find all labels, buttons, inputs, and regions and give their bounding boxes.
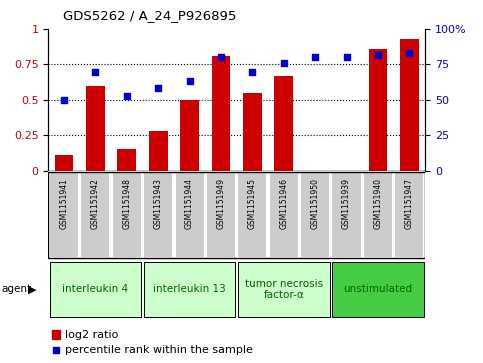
- FancyBboxPatch shape: [49, 172, 79, 258]
- Point: [60, 97, 68, 103]
- FancyBboxPatch shape: [174, 172, 205, 258]
- Point: [374, 52, 382, 57]
- FancyBboxPatch shape: [50, 262, 141, 317]
- Bar: [149, 131, 168, 171]
- Bar: [55, 155, 73, 171]
- FancyBboxPatch shape: [144, 262, 235, 317]
- Text: GSM1151944: GSM1151944: [185, 178, 194, 229]
- FancyBboxPatch shape: [331, 172, 362, 258]
- FancyBboxPatch shape: [80, 172, 111, 258]
- Point: [343, 54, 351, 60]
- FancyBboxPatch shape: [206, 172, 236, 258]
- Bar: [274, 76, 293, 171]
- Text: GDS5262 / A_24_P926895: GDS5262 / A_24_P926895: [63, 9, 236, 22]
- Point: [186, 78, 194, 84]
- FancyBboxPatch shape: [363, 172, 393, 258]
- Bar: [117, 150, 136, 171]
- Text: ▶: ▶: [28, 285, 37, 294]
- Point: [249, 69, 256, 74]
- Text: GSM1151943: GSM1151943: [154, 178, 163, 229]
- FancyBboxPatch shape: [238, 262, 329, 317]
- Bar: [86, 86, 105, 171]
- Text: GSM1151950: GSM1151950: [311, 178, 320, 229]
- Bar: [180, 100, 199, 171]
- FancyBboxPatch shape: [112, 172, 142, 258]
- Text: interleukin 13: interleukin 13: [153, 285, 226, 294]
- Text: GSM1151939: GSM1151939: [342, 178, 351, 229]
- Bar: [400, 39, 419, 171]
- Text: tumor necrosis
factor-α: tumor necrosis factor-α: [245, 279, 323, 300]
- Text: agent: agent: [1, 285, 31, 294]
- FancyBboxPatch shape: [143, 172, 173, 258]
- FancyBboxPatch shape: [300, 172, 330, 258]
- Text: unstimulated: unstimulated: [343, 285, 412, 294]
- Point: [280, 60, 288, 66]
- Text: interleukin 4: interleukin 4: [62, 285, 128, 294]
- FancyBboxPatch shape: [394, 172, 425, 258]
- Point: [155, 86, 162, 91]
- Text: GSM1151940: GSM1151940: [373, 178, 383, 229]
- Text: GSM1151946: GSM1151946: [279, 178, 288, 229]
- Text: log2 ratio: log2 ratio: [65, 330, 119, 339]
- Point: [312, 54, 319, 60]
- Bar: [52, 330, 60, 339]
- Point: [305, 251, 313, 257]
- Text: GSM1151948: GSM1151948: [122, 178, 131, 229]
- Text: GSM1151942: GSM1151942: [91, 178, 100, 229]
- Bar: [369, 49, 387, 171]
- FancyBboxPatch shape: [332, 262, 424, 317]
- Point: [92, 69, 99, 74]
- Bar: [243, 93, 262, 171]
- FancyBboxPatch shape: [237, 172, 268, 258]
- Text: GSM1151947: GSM1151947: [405, 178, 414, 229]
- Text: GSM1151945: GSM1151945: [248, 178, 257, 229]
- Point: [217, 54, 225, 60]
- Text: percentile rank within the sample: percentile rank within the sample: [65, 344, 253, 355]
- Text: GSM1151941: GSM1151941: [59, 178, 69, 229]
- Text: GSM1151949: GSM1151949: [216, 178, 226, 229]
- FancyBboxPatch shape: [269, 172, 299, 258]
- Point: [406, 50, 413, 56]
- Point: [123, 93, 130, 98]
- Bar: [212, 56, 230, 171]
